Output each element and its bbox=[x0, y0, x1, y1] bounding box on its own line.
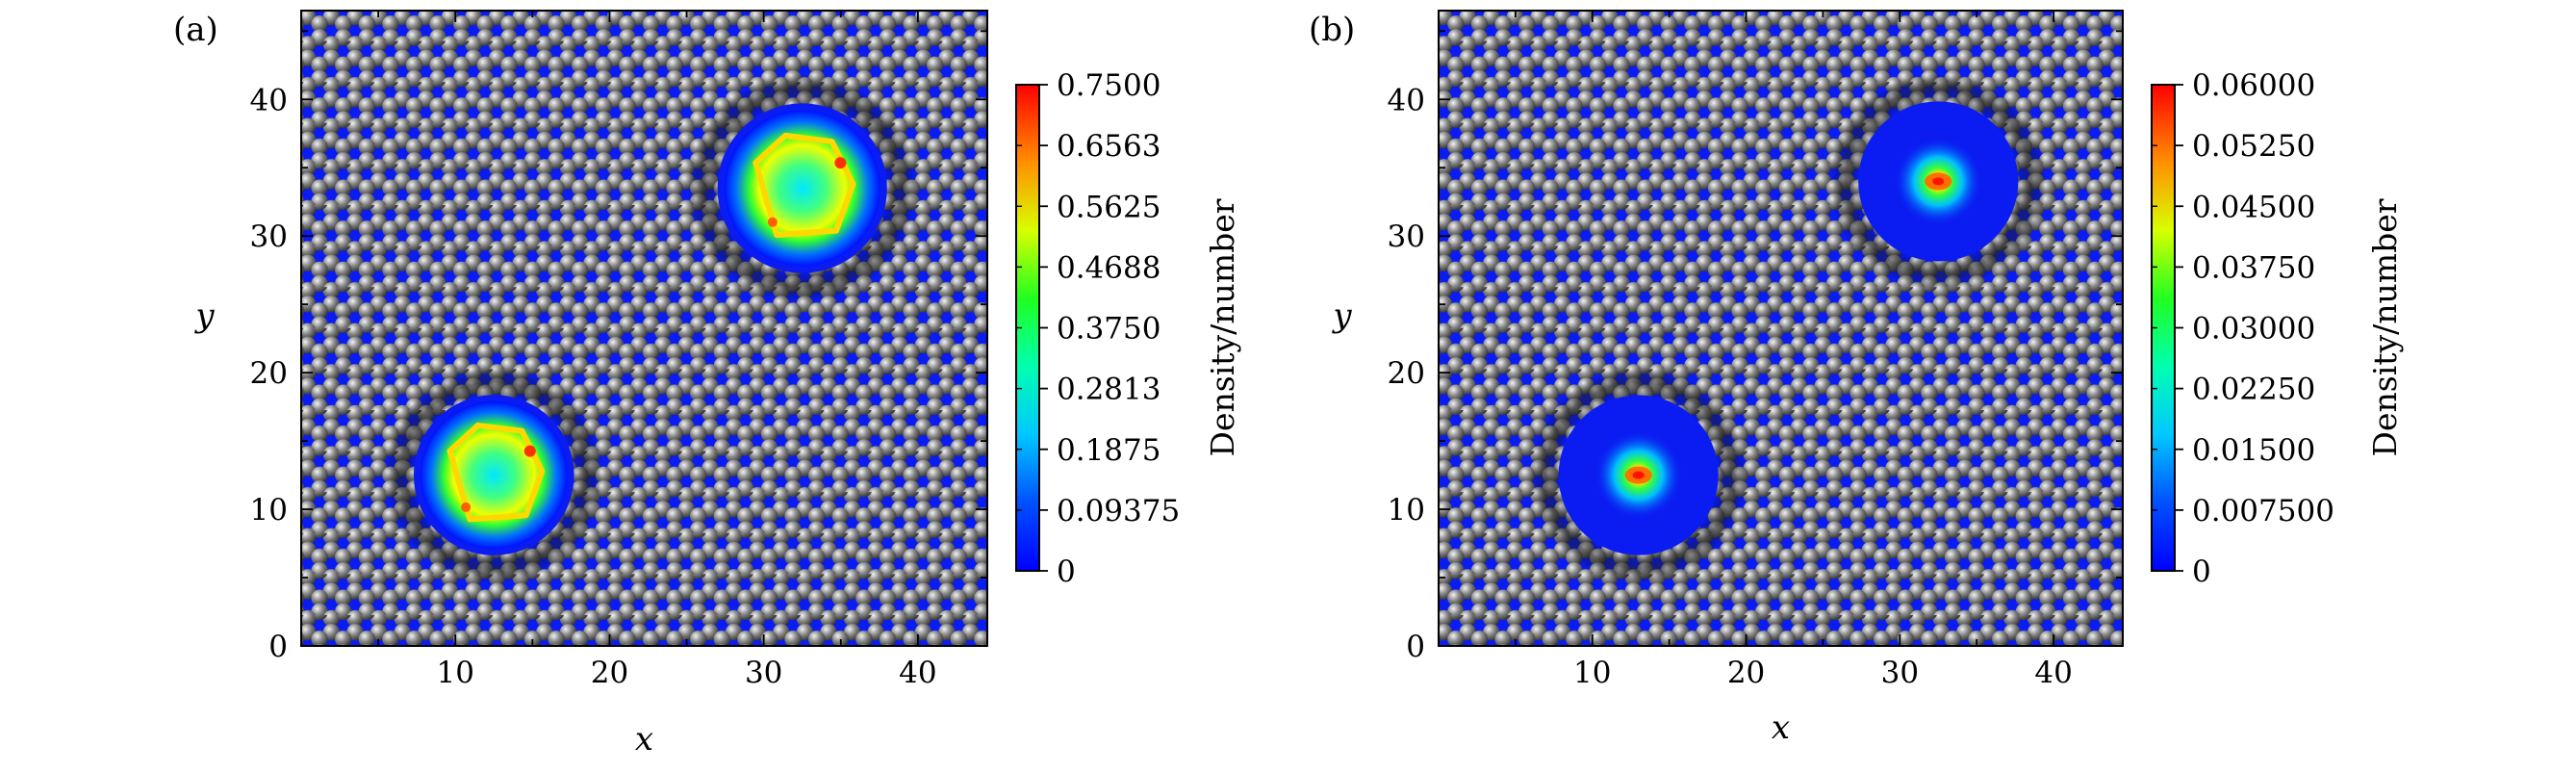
density-region-1 bbox=[724, 110, 880, 267]
x-axis-label: x bbox=[635, 720, 653, 759]
y-tick-label: 30 bbox=[250, 219, 288, 254]
colorbar-tick-label: 0.09375 bbox=[1057, 494, 1180, 528]
colorbar-tick-label: 0 bbox=[1057, 554, 1076, 589]
x-tick-label: 40 bbox=[2034, 656, 2072, 690]
density-peak-core bbox=[1932, 177, 1945, 186]
y-tick-label: 10 bbox=[250, 493, 288, 528]
colorbar-tick-label: 0.05250 bbox=[2192, 129, 2315, 164]
y-tick-label: 20 bbox=[1388, 356, 1425, 391]
plot-frame bbox=[300, 10, 988, 647]
density-peak-core bbox=[1632, 471, 1645, 479]
colorbar-tick-label: 0.5625 bbox=[1057, 190, 1160, 224]
x-tick-label: 10 bbox=[1573, 656, 1611, 690]
colorbar-tick-label: 0.6563 bbox=[1057, 129, 1160, 164]
colorbar-tick-label: 0.1875 bbox=[1057, 433, 1160, 468]
density-ring-1 bbox=[752, 132, 856, 238]
density-ring-2 bbox=[446, 422, 546, 523]
plot-area bbox=[301, 11, 987, 646]
panel-a: 10 20 30 40 0 10 20 30 40 x y (a) 0.7500 0.6563 0.5625… bbox=[173, 10, 1241, 759]
colorbar-tick-label: 0.03000 bbox=[2192, 312, 2315, 347]
colorbar-tick-label: 0.04500 bbox=[2192, 190, 2315, 224]
panel-label: (a) bbox=[173, 11, 218, 49]
x-tick-label: 30 bbox=[1881, 656, 1919, 690]
y-tick-label: 30 bbox=[1388, 219, 1425, 254]
y-axis-label: y bbox=[193, 296, 215, 335]
colorbar-tick-label: 0.7500 bbox=[1057, 68, 1160, 103]
plot-frame bbox=[1438, 10, 2124, 647]
colorbar-tick-label: 0.3750 bbox=[1057, 312, 1160, 347]
density-peak bbox=[523, 445, 536, 457]
x-tick-label: 20 bbox=[1727, 656, 1765, 690]
density-peak bbox=[461, 502, 472, 512]
y-axis-label: y bbox=[1331, 296, 1352, 335]
panel-label: (b) bbox=[1309, 11, 1355, 49]
colorbar-tick-label: 0.03750 bbox=[2192, 250, 2315, 285]
plot-area bbox=[1439, 11, 2123, 646]
atom-lattice bbox=[1439, 11, 2123, 646]
colorbar-tick-label: 0.02250 bbox=[2192, 373, 2315, 407]
y-tick-label: 0 bbox=[1406, 630, 1425, 664]
colorbar-tick-label: 0.4688 bbox=[1057, 250, 1160, 285]
x-tick-label: 20 bbox=[591, 656, 628, 690]
y-tick-label: 40 bbox=[250, 83, 288, 117]
x-tick-label: 30 bbox=[745, 656, 782, 690]
colorbar-label: Density/number bbox=[2366, 198, 2404, 456]
atom-lattice bbox=[301, 11, 987, 646]
density-peak bbox=[767, 217, 778, 227]
y-tick-label: 40 bbox=[1388, 83, 1425, 117]
x-axis-label: x bbox=[1772, 709, 1790, 747]
y-tick-label: 10 bbox=[1388, 493, 1425, 528]
x-tick-label: 10 bbox=[436, 656, 473, 690]
colorbar-tick-label: 0.2813 bbox=[1057, 373, 1160, 407]
y-tick-label: 20 bbox=[250, 356, 288, 391]
colorbar-tick-label: 0.06000 bbox=[2192, 68, 2315, 103]
colorbar-tick-label: 0.01500 bbox=[2192, 433, 2315, 468]
x-tick-label: 40 bbox=[899, 656, 936, 690]
y-tick-label: 0 bbox=[268, 630, 288, 664]
density-region-2 bbox=[420, 400, 568, 550]
colorbar-tick-label: 0.007500 bbox=[2192, 494, 2334, 528]
colorbar-tick-label: 0 bbox=[2192, 554, 2211, 589]
panel-b: 10 20 30 40 0 10 20 30 40 x y (b) 0.06000 0.05250 0.04… bbox=[1309, 10, 2404, 747]
colorbar-label: Density/number bbox=[1204, 198, 1241, 456]
density-peak bbox=[834, 157, 847, 169]
